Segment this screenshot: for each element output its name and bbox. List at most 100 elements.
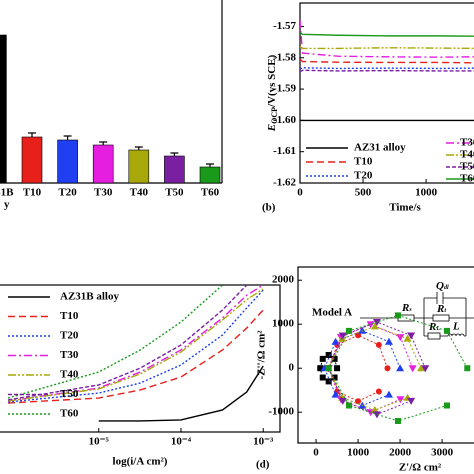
point <box>443 402 450 409</box>
plot-area <box>7 285 264 422</box>
point <box>334 365 341 372</box>
point <box>394 312 401 319</box>
label-sub: L <box>435 326 440 332</box>
point <box>396 364 405 372</box>
point <box>408 365 417 373</box>
bar <box>128 149 150 184</box>
series-line <box>8 309 264 404</box>
x-axis-title: Z'/Ω cm² <box>399 462 442 474</box>
legend-label: T40 <box>460 149 474 161</box>
point <box>375 388 382 395</box>
circuit-label: Rt <box>436 303 446 315</box>
series-line <box>328 314 468 422</box>
bar <box>199 166 221 184</box>
series-line <box>98 365 264 422</box>
inductor <box>447 333 465 337</box>
plot-frame <box>0 284 281 433</box>
y-tick-label: -1.62 <box>273 177 296 189</box>
point <box>338 332 347 340</box>
series-line <box>328 334 388 402</box>
legend-label: T20 <box>60 330 79 342</box>
label-sub: s <box>408 307 412 313</box>
y-tick-label: -1.59 <box>273 83 296 95</box>
y-tick-label: 0 <box>289 362 295 374</box>
panel-c: log(i/A cm²) <box>0 284 281 468</box>
error-bar <box>206 163 214 167</box>
point <box>338 397 347 405</box>
point <box>325 365 332 372</box>
series-line <box>7 285 223 399</box>
y-axis-title: EOCP/V(vs SCE) <box>266 54 279 132</box>
panel-label: (d) <box>256 459 270 471</box>
point <box>331 374 338 381</box>
series-line <box>300 20 474 58</box>
bar <box>92 144 114 184</box>
point <box>421 365 430 373</box>
x-tick-label: 500 <box>355 187 372 199</box>
x-tick-label: T50 <box>165 187 184 199</box>
label-sub: t <box>444 308 446 314</box>
point <box>372 411 381 419</box>
series-line <box>328 321 426 415</box>
legend-label: T50 <box>460 161 474 173</box>
circuit-wires <box>360 292 474 337</box>
circuit-label: Qdl <box>436 280 449 292</box>
point <box>325 352 332 358</box>
point <box>319 355 326 362</box>
series-line <box>328 325 422 411</box>
plot-area <box>317 312 471 424</box>
label-main: R <box>436 303 444 315</box>
bar <box>0 34 7 184</box>
y-tick-label: 2000 <box>272 274 295 286</box>
bar <box>21 136 43 184</box>
error-bar <box>134 146 143 150</box>
panel-b: (b) Time/s EOCP/V(vs SCE) <box>262 2 474 214</box>
plot-frame <box>297 266 474 444</box>
point <box>417 364 426 372</box>
point <box>384 337 393 345</box>
bar <box>164 155 185 184</box>
point <box>319 374 326 381</box>
x-tick-label: 3000 <box>431 447 454 459</box>
point <box>345 327 352 334</box>
y-axis-title: -Z''/Ω cm² <box>256 330 268 380</box>
label-sub: dl <box>444 285 449 291</box>
label-main: Q <box>436 280 444 292</box>
legend-label: T30 <box>460 137 474 149</box>
series-line <box>300 46 474 50</box>
plot-frame <box>299 2 474 184</box>
x-tick-label: 1000 <box>415 187 438 199</box>
x-axis-title: log(i/A cm²) <box>113 456 168 468</box>
plot-area <box>300 20 474 122</box>
y-tick-label: -1000 <box>268 406 294 418</box>
point <box>403 334 412 342</box>
y-tick-label: 1000 <box>272 318 295 330</box>
point <box>331 355 338 362</box>
series-line <box>300 67 474 70</box>
legend-label: AZ31B alloy <box>60 291 119 303</box>
error-bar <box>28 132 36 137</box>
series-line <box>7 285 248 401</box>
point <box>355 398 362 405</box>
series-line <box>323 330 401 407</box>
point <box>370 322 379 330</box>
y-tick-label: -1.57 <box>273 20 296 32</box>
y-title-unit: /V(vs SCE) <box>266 54 278 108</box>
error-bar <box>170 152 179 156</box>
point <box>396 334 405 342</box>
point <box>331 390 340 398</box>
point <box>331 337 340 345</box>
model-title: Model A <box>312 307 352 319</box>
y-tick-label: -1.58 <box>273 51 296 63</box>
point <box>358 326 367 334</box>
x-label-fragment: y <box>4 199 10 211</box>
x-tick-label: 2000 <box>389 447 412 459</box>
x-tick-label: T30 <box>94 187 113 199</box>
legend-label: T60 <box>460 173 474 185</box>
x-tick-label: 10⁻⁴ <box>171 436 192 448</box>
point <box>394 418 401 424</box>
x-tick-label: 0 <box>297 187 303 199</box>
series-line <box>300 58 474 64</box>
series-line <box>8 289 264 403</box>
panel-d: (d) Z'/Ω cm² -Z''/Ω cm² Model A Rs Qdl R… <box>256 266 474 474</box>
